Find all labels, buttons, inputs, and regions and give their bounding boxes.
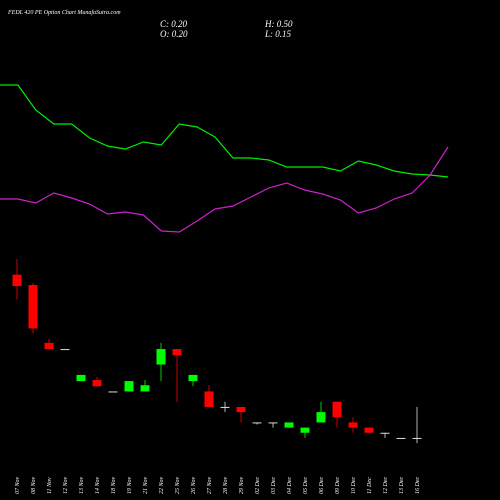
x-tick-label: 13 Dec <box>399 477 405 494</box>
x-tick-label: 27 Nov <box>207 476 213 494</box>
x-tick-label: 19 Nov <box>127 476 133 494</box>
candle-body <box>60 349 70 351</box>
x-tick-label: 09 Dec <box>335 477 341 494</box>
x-tick-label: 06 Dec <box>319 477 325 494</box>
close-label: C: 0.20 <box>160 19 188 29</box>
x-tick-label: 03 Dec <box>271 477 277 494</box>
candle-body <box>396 437 406 439</box>
x-tick-label: 11 Dec <box>367 477 373 494</box>
x-tick-label: 11 Nov <box>47 477 53 494</box>
x-tick-label: 02 Dec <box>255 477 261 494</box>
candle-body <box>12 274 22 287</box>
candle-body <box>108 391 118 393</box>
candle-body <box>236 406 246 413</box>
high-label: H: 0.50 <box>264 19 293 29</box>
candle-body <box>252 422 262 424</box>
x-tick-label: 22 Nov <box>159 476 165 494</box>
candle-body <box>412 437 422 439</box>
candle-body <box>124 381 134 392</box>
candle-body <box>76 374 86 382</box>
x-tick-label: 28 Nov <box>223 476 229 494</box>
x-tick-label: 05 Dec <box>303 477 309 494</box>
candle-body <box>188 374 198 382</box>
x-tick-label: 14 Nov <box>94 476 101 494</box>
x-tick-label: 21 Nov <box>143 476 149 494</box>
candle-body <box>348 422 358 428</box>
candle-body <box>268 422 278 424</box>
x-tick-label: 07 Nov <box>15 476 21 494</box>
candle-body <box>380 432 390 434</box>
x-tick-label: 08 Nov <box>31 476 37 494</box>
candle-body <box>140 385 150 392</box>
x-tick-label: 18 Nov <box>111 476 117 494</box>
candle-body <box>156 349 166 365</box>
candle-body <box>92 380 102 387</box>
x-tick-label: 12 Nov <box>63 476 69 494</box>
line-series <box>0 146 449 233</box>
x-tick-label: 25 Nov <box>175 476 181 494</box>
x-tick-label: 04 Dec <box>286 477 293 494</box>
candle-body <box>332 401 342 418</box>
candle-body <box>300 427 310 433</box>
line-series <box>0 84 449 178</box>
candle-body <box>204 391 214 407</box>
candle-body <box>284 422 294 428</box>
candle-body <box>364 427 374 433</box>
candle-body <box>28 285 38 329</box>
open-label: O: 0.20 <box>160 29 188 39</box>
chart-title: FEDL 420 PE Option Chart MunafaSutra.com <box>7 9 121 16</box>
candle-body <box>220 406 230 408</box>
x-tick-label: 10 Dec <box>351 477 357 494</box>
candle-body <box>44 342 54 350</box>
x-tick-label: 16 Dec <box>415 477 421 494</box>
x-tick-label: 13 Nov <box>79 476 85 494</box>
candle-body <box>172 349 182 356</box>
candle-body <box>316 412 326 423</box>
x-tick-label: 29 Nov <box>239 476 245 494</box>
low-label: L: 0.15 <box>264 29 292 39</box>
x-tick-label: 26 Nov <box>191 476 197 494</box>
x-tick-label: 12 Dec <box>383 477 389 494</box>
